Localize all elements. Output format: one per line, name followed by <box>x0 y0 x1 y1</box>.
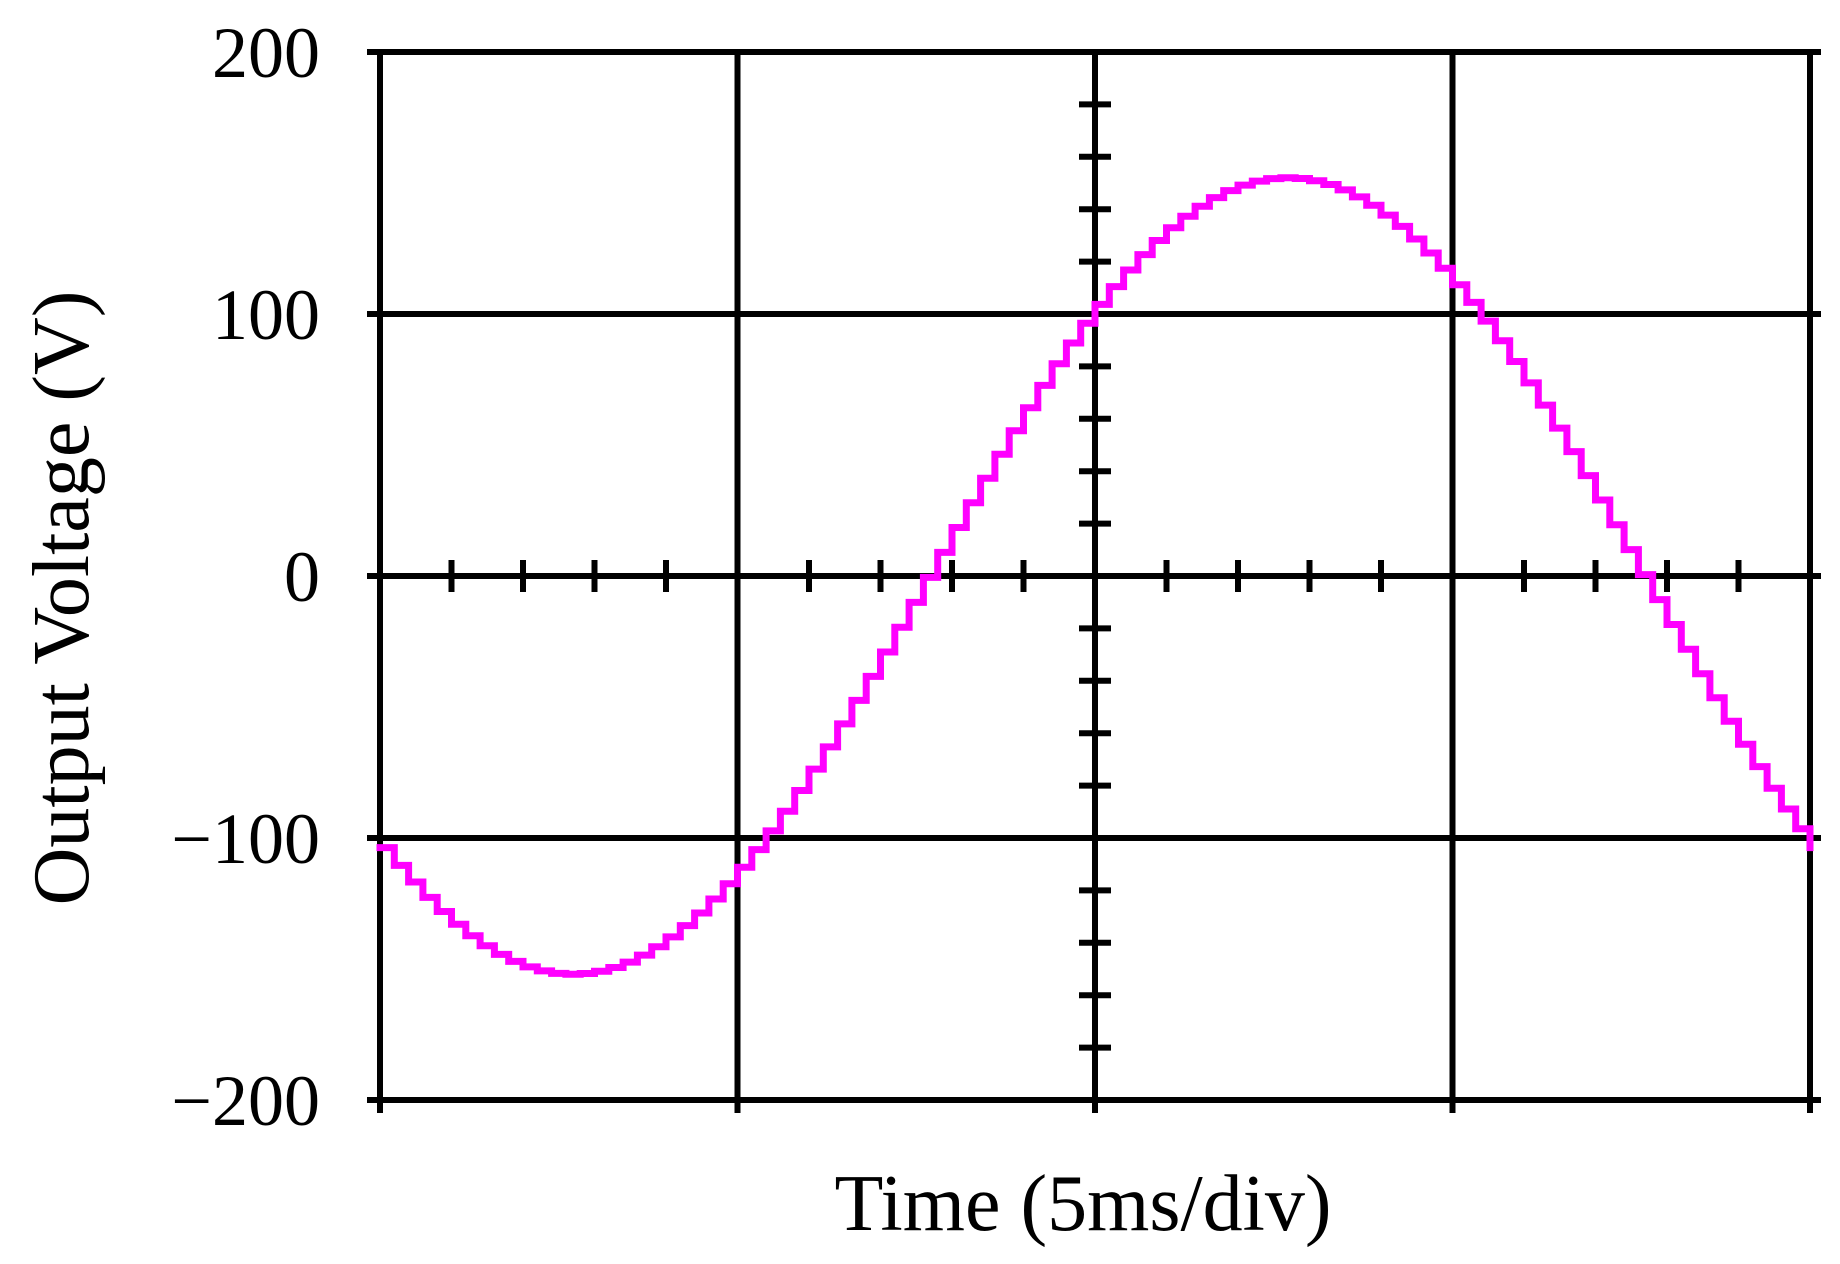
minor-ticks <box>448 101 1742 1051</box>
y-tick-label: 200 <box>212 13 320 93</box>
y-tick-label: 0 <box>284 537 320 617</box>
y-tick-label: 100 <box>212 275 320 355</box>
x-axis-label: Time (5ms/div) <box>834 1160 1331 1248</box>
y-tick-label: −200 <box>171 1061 320 1141</box>
series-line <box>376 174 1814 978</box>
y-tick-labels: 200 100 0 −100 −200 <box>171 13 320 1141</box>
y-axis-label: Output Voltage (V) <box>18 291 106 906</box>
series-layer <box>376 174 1814 978</box>
y-tick-label: −100 <box>171 799 320 879</box>
